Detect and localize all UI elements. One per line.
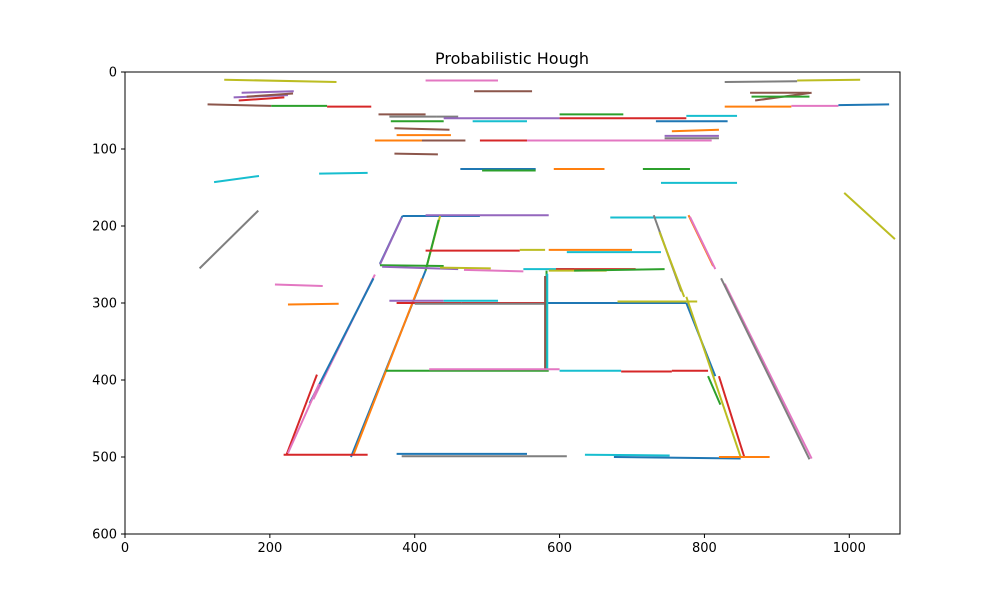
line-segment bbox=[207, 103, 272, 107]
line-segment bbox=[213, 174, 260, 184]
line-segment bbox=[717, 375, 746, 458]
y-tick-label: 300 bbox=[92, 297, 117, 312]
line-segment bbox=[671, 128, 719, 133]
line-segment bbox=[394, 152, 438, 156]
line-segment bbox=[379, 264, 444, 268]
line-segment bbox=[238, 96, 285, 102]
line-segment bbox=[394, 127, 450, 131]
line-segment bbox=[319, 171, 368, 175]
x-axis: 0 200 400 600 800 1000 bbox=[121, 534, 866, 556]
line-segment bbox=[689, 216, 717, 270]
x-tick-label: 400 bbox=[402, 541, 427, 556]
line-segment bbox=[287, 302, 339, 306]
x-tick-label: 800 bbox=[692, 541, 717, 556]
line-segment bbox=[720, 277, 811, 460]
line-segment bbox=[724, 80, 798, 84]
line-segment bbox=[246, 92, 294, 98]
line-segment bbox=[574, 268, 665, 272]
line-segment bbox=[463, 268, 524, 273]
line-segment bbox=[424, 219, 440, 271]
line-segment bbox=[723, 283, 813, 459]
line-segment bbox=[241, 90, 294, 94]
line-segment bbox=[287, 383, 321, 454]
y-tick-label: 400 bbox=[92, 374, 117, 389]
x-tick-label: 600 bbox=[547, 541, 572, 556]
line-segment bbox=[198, 209, 259, 270]
line-segment bbox=[352, 277, 423, 456]
y-tick-label: 0 bbox=[109, 66, 117, 81]
x-tick-label: 200 bbox=[257, 541, 282, 556]
line-segment bbox=[224, 78, 337, 84]
line-segment bbox=[843, 192, 896, 240]
line-segment bbox=[379, 217, 403, 265]
line-segment bbox=[707, 375, 722, 406]
y-tick-label: 200 bbox=[92, 220, 117, 235]
y-axis: 0 100 200 300 400 500 600 bbox=[92, 66, 125, 543]
line-segment bbox=[440, 266, 491, 270]
line-segment bbox=[797, 78, 861, 82]
y-tick-label: 500 bbox=[92, 451, 117, 466]
y-tick-label: 100 bbox=[92, 143, 117, 158]
segments-layer bbox=[198, 78, 896, 460]
line-segment bbox=[584, 453, 670, 457]
x-tick-label: 1000 bbox=[833, 541, 866, 556]
chart-title: Probabilistic Hough bbox=[435, 49, 589, 68]
line-segment bbox=[838, 103, 890, 107]
y-tick-label: 600 bbox=[92, 528, 117, 543]
line-segment bbox=[308, 277, 375, 404]
line-segment bbox=[613, 456, 741, 460]
line-segment bbox=[382, 265, 459, 271]
line-segment bbox=[285, 374, 318, 456]
line-segment bbox=[658, 231, 686, 298]
line-segment bbox=[274, 283, 323, 288]
x-tick-label: 0 bbox=[121, 541, 129, 556]
line-segment bbox=[685, 296, 742, 458]
